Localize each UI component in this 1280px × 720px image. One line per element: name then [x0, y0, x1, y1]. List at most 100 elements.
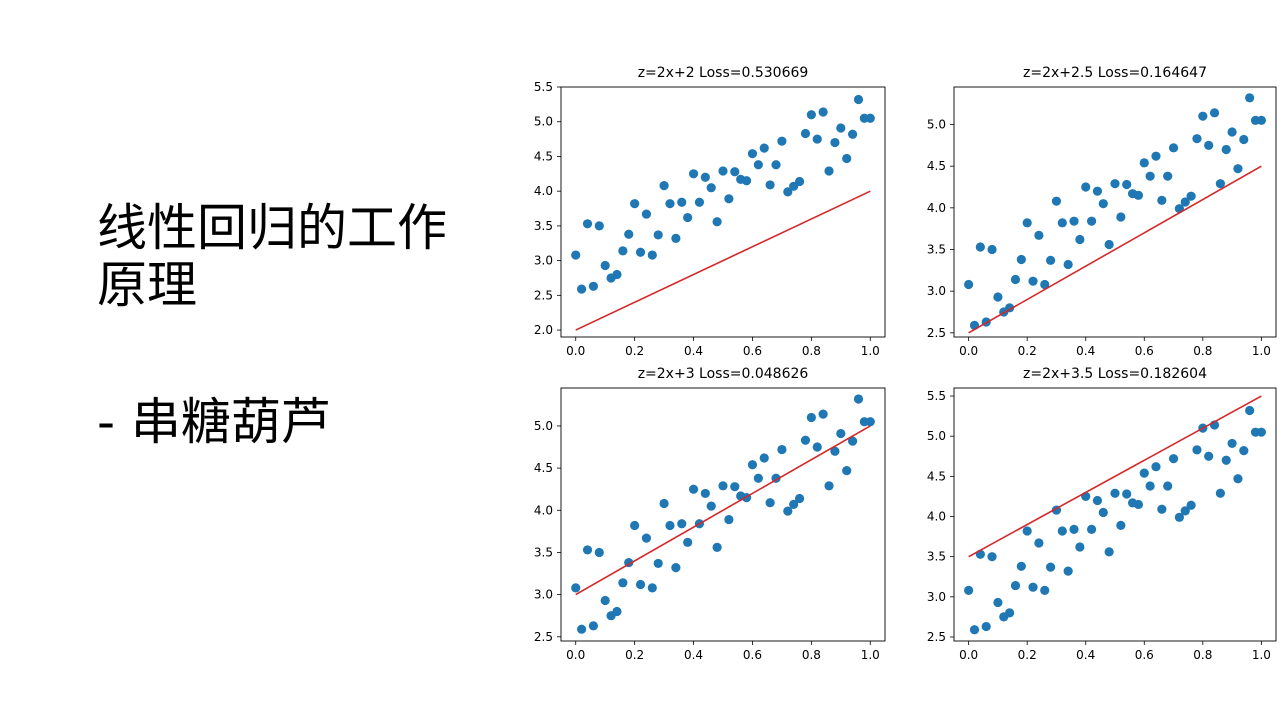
data-point: [588, 281, 599, 291]
data-point: [718, 166, 728, 176]
data-point: [836, 123, 846, 133]
data-point: [987, 552, 997, 562]
data-point: [665, 199, 675, 209]
y-tick-label: 4.0: [534, 503, 553, 517]
data-point: [1086, 524, 1097, 534]
data-point: [783, 506, 793, 516]
data-point: [836, 428, 846, 439]
data-point: [1028, 582, 1038, 592]
data-point: [1022, 526, 1032, 536]
data-point: [747, 460, 758, 470]
chart-title: z=2x+3 Loss=0.048626: [638, 366, 809, 382]
data-point: [630, 520, 640, 531]
data-point: [1192, 134, 1202, 144]
data-point: [677, 519, 687, 529]
data-point: [1233, 474, 1243, 484]
data-point: [1063, 566, 1073, 576]
data-point: [865, 417, 875, 427]
data-point: [1245, 93, 1255, 103]
data-point: [635, 247, 646, 257]
data-point: [1057, 526, 1067, 536]
x-tick-label: 0.2: [625, 648, 644, 662]
data-point: [718, 481, 728, 491]
data-point: [993, 292, 1003, 302]
x-tick-label: 0.4: [684, 648, 703, 662]
data-point: [700, 172, 710, 182]
chart-title: z=2x+3.5 Loss=0.182604: [1023, 366, 1207, 382]
y-tick-label: 5.5: [534, 80, 553, 94]
y-tick-label: 3.5: [927, 550, 946, 564]
data-point: [600, 595, 610, 606]
data-point: [659, 181, 669, 191]
data-point: [777, 136, 787, 146]
data-point: [588, 621, 599, 631]
x-tick-label: 0.2: [625, 344, 644, 358]
data-point: [1186, 500, 1196, 510]
y-tick-label: 2.5: [927, 630, 946, 644]
data-point: [1180, 197, 1190, 207]
y-tick-label: 4.5: [927, 159, 946, 173]
data-point: [1227, 438, 1237, 449]
data-point: [964, 279, 974, 290]
x-tick-label: 0.8: [1193, 648, 1212, 662]
y-tick-label: 2.5: [534, 630, 553, 644]
data-point: [1215, 488, 1225, 498]
data-point: [741, 176, 752, 186]
data-point: [1174, 512, 1184, 522]
chart-title: z=2x+2.5 Loss=0.164647: [1023, 65, 1207, 81]
data-point: [1034, 538, 1044, 548]
data-point: [1092, 186, 1103, 196]
data-point: [1215, 179, 1225, 189]
data-point: [964, 585, 974, 596]
y-tick-label: 5.0: [534, 115, 553, 129]
data-point: [1157, 504, 1167, 514]
data-point: [712, 217, 722, 227]
data-point: [853, 394, 864, 404]
data-point: [577, 284, 587, 294]
y-tick-label: 2.5: [534, 288, 553, 302]
plot-frame: [953, 86, 1277, 338]
data-point: [830, 137, 840, 148]
data-point: [842, 153, 852, 164]
chart-panel-4: z=2x+3.5 Loss=0.182604 0.0 0.2 0.4 0.6 0.8 1.0…: [927, 366, 1277, 662]
y-tick-label: 4.5: [534, 461, 553, 475]
data-point: [630, 199, 640, 209]
y-tick-label: 3.0: [534, 254, 553, 268]
data-point: [806, 412, 816, 423]
x-tick-label: 0.4: [684, 344, 703, 358]
x-tick-label: 0.0: [566, 648, 585, 662]
data-point: [794, 176, 805, 187]
plot-frame: [560, 387, 886, 642]
x-tick-label: 1.0: [1252, 648, 1271, 662]
chart-panel-3: z=2x+3 Loss=0.048626 0.0 0.2 0.4 0.6 0.8 1.0 2.…: [534, 366, 886, 662]
data-point: [594, 547, 604, 558]
data-point: [577, 624, 587, 634]
y-tick-label: 4.0: [927, 201, 946, 215]
regression-line: [968, 165, 1262, 334]
y-tick-label: 4.5: [534, 149, 553, 163]
x-tick-label: 0.0: [959, 344, 978, 358]
data-point: [647, 250, 657, 260]
data-point: [724, 514, 734, 525]
data-point: [730, 167, 740, 177]
data-point: [759, 143, 769, 153]
y-tick-label: 3.0: [534, 588, 553, 602]
data-point: [618, 578, 628, 588]
data-point: [1168, 454, 1179, 464]
x-tick-label: 0.6: [743, 344, 762, 358]
data-point: [1163, 481, 1173, 491]
data-point: [1116, 520, 1126, 530]
slide-text-block: 线性回归的工作原理 - 串糖葫芦: [97, 200, 477, 451]
data-point: [1256, 115, 1266, 125]
y-tick-label: 5.0: [927, 429, 946, 443]
data-point: [1221, 144, 1231, 155]
data-point: [1046, 562, 1056, 572]
data-point: [1046, 255, 1056, 265]
data-point: [641, 533, 652, 543]
x-tick-label: 0.2: [1018, 648, 1037, 662]
data-point: [759, 453, 769, 463]
data-point: [1092, 495, 1103, 506]
data-point: [665, 520, 675, 531]
data-point: [1239, 446, 1249, 456]
